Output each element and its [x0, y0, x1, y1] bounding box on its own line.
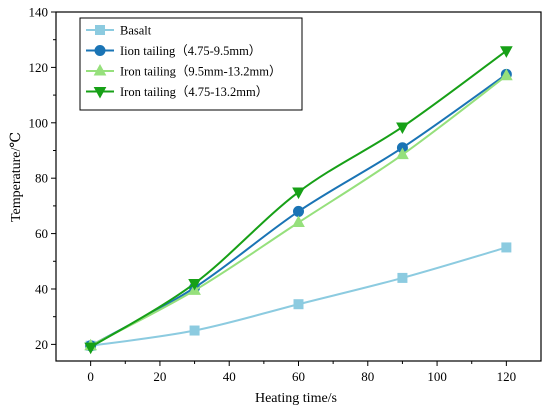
legend-label: Iron tailing（9.5mm-13.2mm） [120, 65, 281, 79]
x-tick-label: 20 [153, 369, 166, 384]
series-4 [84, 46, 513, 355]
axes: 0 20 40 60 80 100 120 20 40 60 80 100 120 140 [29, 5, 542, 384]
y-tick-label: 20 [35, 337, 48, 352]
legend-label: Iron tailing（4.75-13.2mm） [120, 85, 268, 99]
data-point [293, 299, 304, 310]
data-point [84, 342, 97, 355]
y-tick-label: 80 [35, 171, 48, 186]
data-point [396, 122, 409, 134]
data-point [293, 205, 304, 217]
data-point [500, 46, 513, 58]
data-point [188, 278, 201, 291]
x-tick-label: 0 [87, 369, 94, 384]
legend-label: Iion tailing（4.75-9.5mm） [120, 44, 261, 58]
legend-entry: Iron tailing（4.75-13.2mm） [86, 85, 268, 99]
series-line [90, 246, 507, 347]
data-point [500, 68, 513, 81]
data-point [501, 242, 512, 253]
data-point [189, 325, 200, 336]
legend-label: Basalt [120, 24, 152, 38]
series-1 [85, 242, 512, 351]
x-tick-label: 80 [361, 369, 374, 384]
legend-marker [93, 87, 107, 99]
legend: Basalt Iion tailing（4.75-9.5mm） Iron taili… [79, 17, 303, 111]
legend-marker [94, 45, 106, 56]
data-point [397, 272, 408, 283]
legend-marker [93, 63, 107, 76]
y-tick-label: 120 [29, 60, 49, 75]
data-point [396, 147, 409, 160]
x-tick-label: 40 [223, 369, 236, 384]
x-axis-title: Heating time/s [255, 391, 337, 406]
data-point [292, 215, 305, 228]
y-tick-label: 100 [29, 115, 49, 130]
y-tick-label: 60 [35, 226, 48, 241]
x-tick-label: 100 [427, 369, 447, 384]
y-tick-label: 40 [35, 281, 48, 296]
y-axis-title: Temperature/℃ [9, 132, 24, 222]
legend-entry: Basalt [86, 24, 152, 38]
x-tick-label: 60 [292, 369, 305, 384]
legend-entry: Iion tailing（4.75-9.5mm） [86, 44, 261, 58]
legend-entry: Iron tailing（9.5mm-13.2mm） [86, 63, 281, 79]
y-tick-label: 140 [29, 5, 49, 20]
data-point [292, 187, 305, 200]
x-tick-label: 120 [497, 369, 517, 384]
legend-box [79, 17, 303, 111]
series-group [84, 46, 513, 355]
legend-marker [95, 25, 105, 35]
